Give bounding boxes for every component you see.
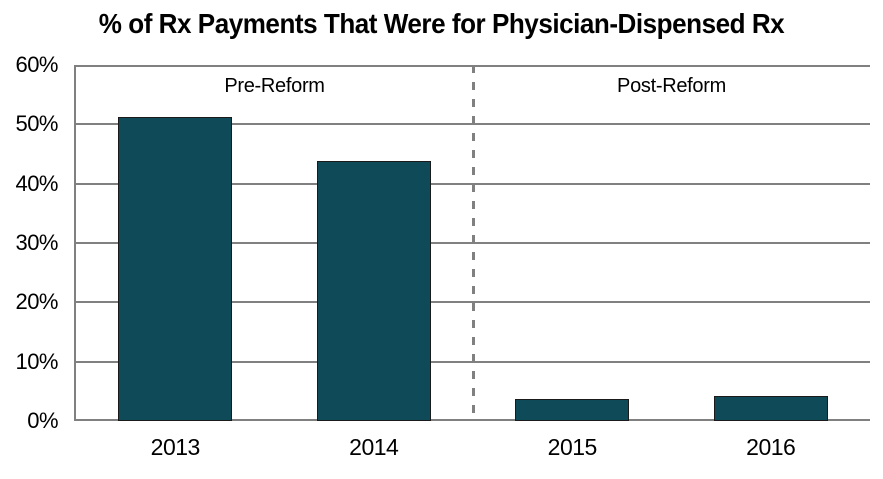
post-reform-label: Post-Reform xyxy=(617,75,726,97)
y-tick-label-30: 30% xyxy=(15,230,58,255)
bar-2013 xyxy=(118,117,233,421)
plot-area: Pre-Reform Post-Reform xyxy=(74,65,870,421)
pre-reform-label: Pre-Reform xyxy=(224,75,325,97)
bar-2015 xyxy=(515,399,630,421)
x-tick-label-2013: 2013 xyxy=(150,434,201,460)
y-tick-label-10: 10% xyxy=(15,348,58,374)
bar-2016 xyxy=(713,396,828,421)
bar-2014 xyxy=(316,161,431,421)
y-tick-label-50: 50% xyxy=(15,111,58,137)
x-tick-label-2014: 2014 xyxy=(349,434,399,460)
reform-divider-dashed-line xyxy=(471,65,475,421)
x-tick-label-2016: 2016 xyxy=(746,434,796,460)
y-tick-label-0: 0% xyxy=(27,408,58,433)
chart-title: % of Rx Payments That Were for Physician… xyxy=(98,8,785,39)
x-tick-label-2015: 2015 xyxy=(547,434,598,460)
y-tick-label-40: 40% xyxy=(15,170,58,196)
y-tick-label-60: 60% xyxy=(15,52,58,77)
y-tick-label-20: 20% xyxy=(15,289,58,315)
